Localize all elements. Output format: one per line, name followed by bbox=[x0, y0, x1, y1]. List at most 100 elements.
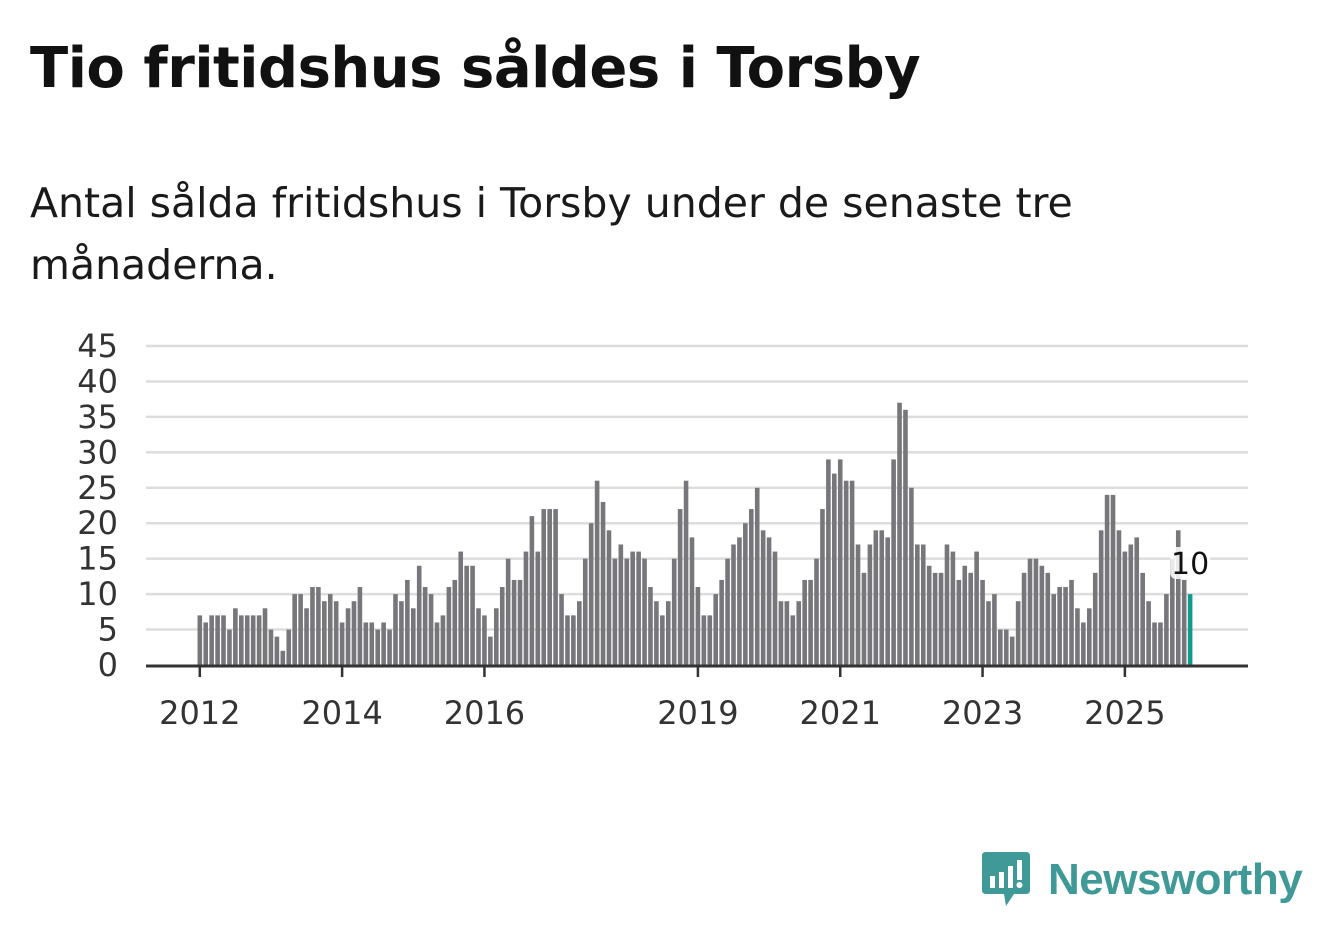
bar bbox=[1081, 622, 1086, 665]
bar bbox=[250, 615, 256, 665]
bar bbox=[1039, 565, 1045, 665]
bar bbox=[1164, 594, 1169, 665]
bar bbox=[867, 544, 873, 665]
bar bbox=[843, 480, 849, 665]
bar bbox=[766, 537, 772, 665]
bar bbox=[322, 601, 327, 665]
bar bbox=[316, 587, 321, 665]
bar bbox=[333, 601, 339, 665]
bar bbox=[274, 636, 280, 665]
bar bbox=[950, 551, 956, 665]
bar bbox=[1057, 587, 1062, 665]
bar bbox=[778, 601, 784, 665]
x-tick-label: 2014 bbox=[301, 694, 382, 732]
bar bbox=[855, 544, 861, 665]
bar bbox=[582, 558, 588, 665]
y-tick-label: 5 bbox=[98, 611, 118, 649]
bar bbox=[606, 530, 612, 665]
bar bbox=[1021, 572, 1027, 665]
bar bbox=[588, 523, 594, 665]
bar bbox=[909, 487, 914, 665]
bar bbox=[351, 601, 357, 665]
bar bbox=[926, 565, 932, 665]
bar bbox=[784, 601, 790, 665]
bar bbox=[612, 558, 618, 665]
bar bbox=[268, 629, 274, 665]
bar bbox=[280, 650, 286, 665]
bar bbox=[553, 509, 558, 665]
bar bbox=[399, 601, 404, 665]
bar bbox=[529, 516, 535, 665]
bar bbox=[541, 509, 547, 665]
bar bbox=[1146, 601, 1151, 665]
x-tick-label: 2025 bbox=[1084, 694, 1165, 732]
bar bbox=[820, 509, 825, 665]
bar bbox=[393, 594, 398, 665]
bar bbox=[891, 459, 896, 665]
bar bbox=[422, 587, 428, 665]
bar bbox=[440, 615, 446, 665]
bar-latest bbox=[1187, 594, 1193, 665]
bar bbox=[286, 629, 292, 665]
bar bbox=[227, 629, 232, 665]
bar bbox=[600, 501, 606, 665]
bar bbox=[618, 544, 624, 665]
bar bbox=[654, 601, 659, 665]
bar bbox=[1009, 636, 1015, 665]
x-axis: 2012 2014 2016 2019 2021 2023 2025 bbox=[146, 664, 1248, 732]
bar bbox=[707, 615, 713, 665]
bar bbox=[938, 572, 944, 665]
bar bbox=[1128, 544, 1134, 665]
y-tick-label: 45 bbox=[77, 327, 118, 365]
bar bbox=[790, 615, 796, 665]
bar bbox=[772, 551, 778, 665]
x-tick-label: 2016 bbox=[444, 694, 525, 732]
bar bbox=[458, 551, 464, 665]
bar bbox=[986, 601, 991, 665]
bar bbox=[719, 579, 724, 665]
bar bbox=[1116, 530, 1122, 665]
bar bbox=[737, 537, 742, 665]
bar bbox=[363, 622, 369, 665]
bar bbox=[1170, 558, 1175, 665]
x-tick-label: 2012 bbox=[159, 694, 240, 732]
last-value-label: 10 bbox=[1171, 547, 1209, 582]
newsworthy-logo: Newsworthy bbox=[980, 850, 1303, 910]
bar-series bbox=[197, 402, 1193, 665]
bar bbox=[1063, 587, 1068, 665]
bar bbox=[1098, 530, 1104, 665]
bar bbox=[511, 579, 517, 665]
bar bbox=[832, 473, 837, 665]
bar bbox=[577, 601, 582, 665]
bar bbox=[701, 615, 707, 665]
bar bbox=[974, 551, 979, 665]
bar bbox=[197, 615, 203, 665]
bar bbox=[1140, 572, 1145, 665]
bar bbox=[375, 629, 380, 665]
bar bbox=[1033, 558, 1039, 665]
bar bbox=[310, 587, 315, 665]
bar bbox=[1045, 572, 1051, 665]
bar bbox=[683, 480, 689, 665]
bar bbox=[885, 537, 890, 665]
bar bbox=[944, 544, 950, 665]
bar bbox=[897, 402, 902, 665]
bar bbox=[446, 587, 452, 665]
bar bbox=[837, 459, 843, 665]
bar bbox=[505, 558, 511, 665]
bar bbox=[873, 530, 879, 665]
bar bbox=[1134, 537, 1140, 665]
bar bbox=[470, 565, 475, 665]
bar bbox=[405, 579, 410, 665]
bar bbox=[565, 615, 570, 665]
bar bbox=[980, 579, 985, 665]
bar bbox=[203, 622, 209, 665]
bar bbox=[932, 572, 938, 665]
bar bbox=[1075, 608, 1080, 665]
bar bbox=[849, 480, 855, 665]
bar bbox=[464, 565, 469, 665]
y-tick-label: 35 bbox=[77, 398, 118, 436]
bar bbox=[1051, 594, 1057, 665]
bar bbox=[209, 615, 214, 665]
